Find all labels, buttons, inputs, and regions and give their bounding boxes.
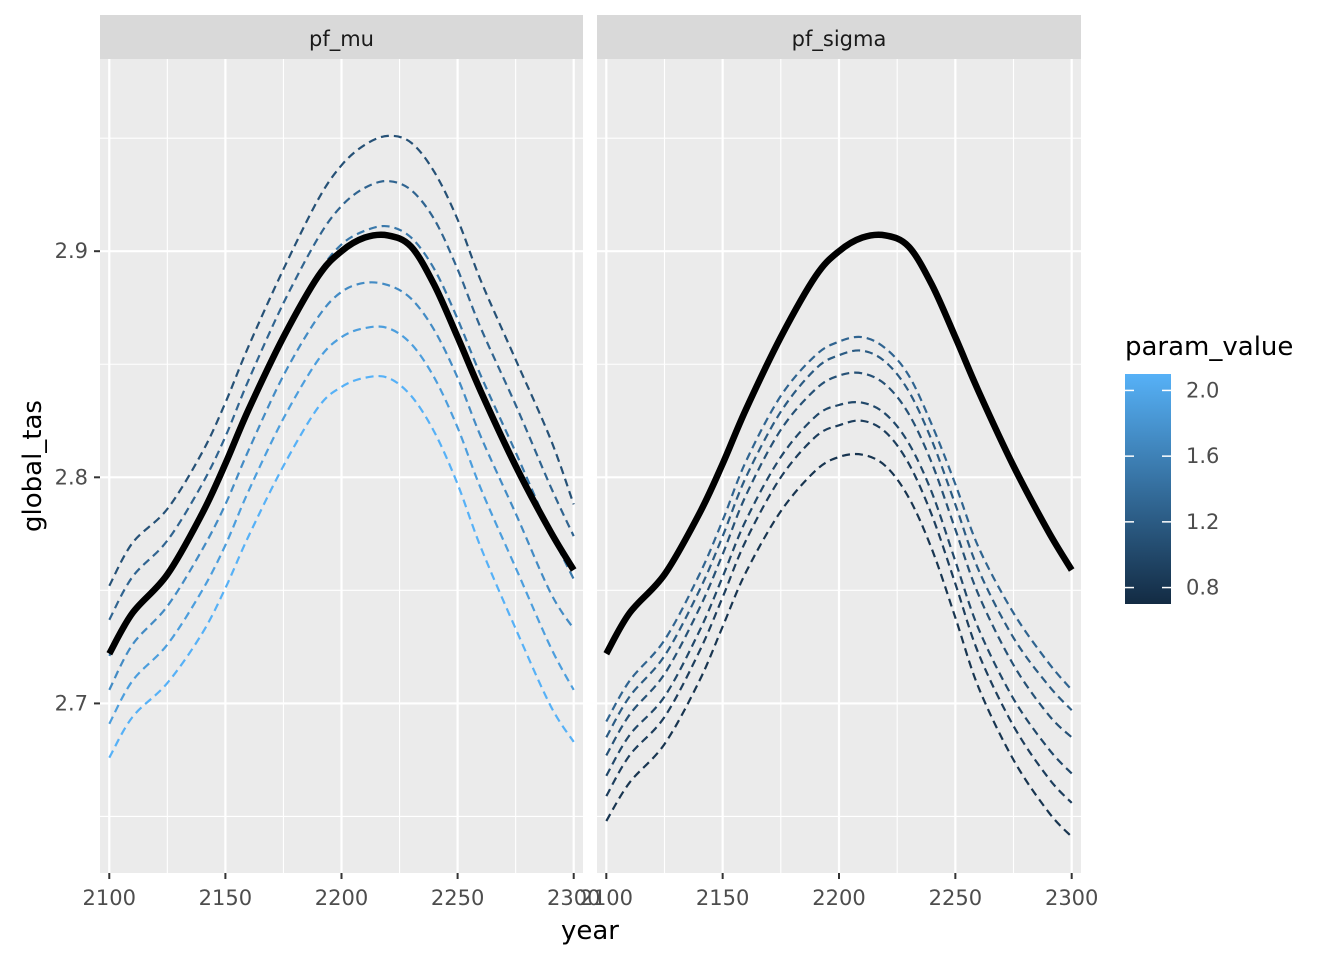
x-tick-label: 2100	[83, 886, 136, 910]
series-line-param-1.9	[108, 325, 575, 725]
x-tick-label: 2200	[315, 886, 368, 910]
y-tick-label: 2.9	[55, 239, 88, 263]
x-tick-label: 2200	[812, 886, 865, 910]
series-line-param-1.1	[605, 371, 1073, 756]
x-axis-title: year	[561, 916, 619, 946]
legend-title: param_value	[1125, 332, 1293, 362]
series-line-param-1.3	[108, 179, 575, 621]
strip-background	[597, 15, 1081, 59]
series-line-param-2.1	[108, 374, 575, 759]
strip-label-pf-sigma: pf_sigma	[792, 27, 887, 52]
y-axis-title: global_tas	[18, 400, 48, 532]
colorbar-label: 2.0	[1186, 378, 1219, 402]
series-lines	[106, 134, 577, 759]
series-line-param-1.3	[605, 335, 1073, 723]
strip-label-pf-mu: pf_mu	[309, 27, 374, 52]
colorbar-label: 1.6	[1186, 444, 1219, 468]
colorbar-label: 0.8	[1186, 576, 1219, 600]
series-line-param-1.5	[108, 224, 575, 657]
colorbar-label: 1.2	[1186, 510, 1219, 534]
x-tick-label: 2100	[580, 886, 633, 910]
y-tick-label: 2.7	[55, 691, 88, 715]
series-line-param-1.1	[108, 134, 575, 587]
panel-pf-mu: pf_mu 2100 2150 2200 2250 2300	[83, 15, 600, 910]
x-tick-label: 2150	[199, 886, 252, 910]
x-tick-label: 2250	[431, 886, 484, 910]
grid-lines	[100, 59, 583, 873]
series-line-param-0.9	[605, 419, 1073, 804]
grid-lines	[597, 59, 1081, 873]
baseline-line	[106, 231, 577, 656]
colorbar	[1125, 374, 1171, 604]
x-tick-label: 2300	[547, 886, 600, 910]
x-tick-label: 2300	[1045, 886, 1098, 910]
y-tick-label: 2.8	[55, 465, 88, 489]
baseline-line	[603, 231, 1075, 656]
strip-background	[100, 15, 583, 59]
legend: param_value 0.8 1.2 1.6 2.0	[1125, 332, 1293, 604]
x-axis-ticks: 2100 2150 2200 2250 2300	[83, 873, 600, 910]
series-lines	[603, 231, 1075, 838]
series-line-param-1	[605, 401, 1073, 777]
series-line-param-1.7	[108, 281, 575, 691]
panel-pf-sigma: pf_sigma 2100 2150 2200 2250 2300	[580, 15, 1098, 910]
series-line-param-0.8	[605, 452, 1073, 838]
x-tick-label: 2250	[929, 886, 982, 910]
colorbar-ticks: 0.8 1.2 1.6 2.0	[1125, 378, 1219, 600]
series-line-param-1.2	[605, 349, 1073, 738]
x-tick-label: 2150	[696, 886, 749, 910]
y-axis-ticks: 2.7 2.8 2.9	[55, 239, 100, 715]
x-axis-ticks: 2100 2150 2200 2250 2300	[580, 873, 1098, 910]
